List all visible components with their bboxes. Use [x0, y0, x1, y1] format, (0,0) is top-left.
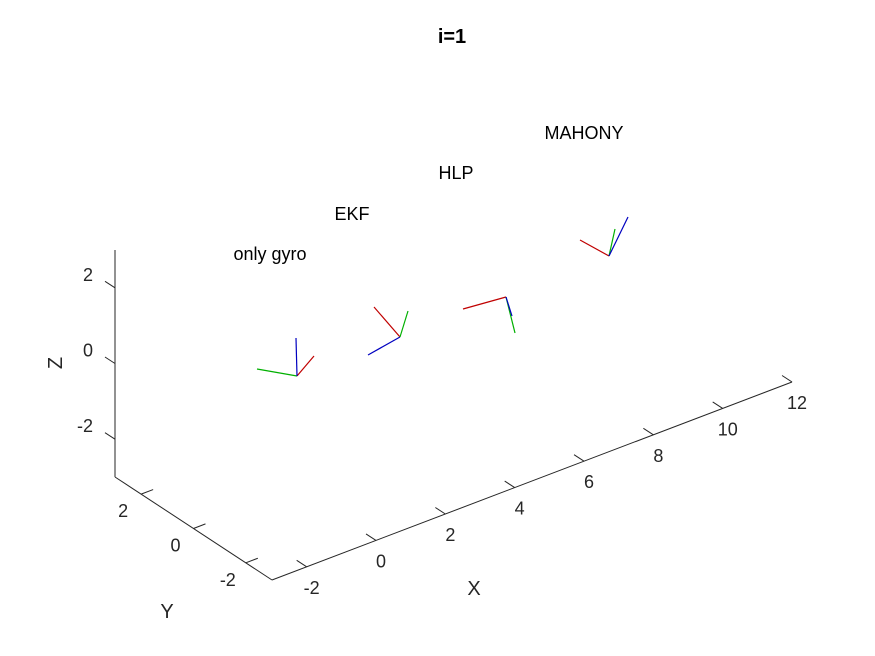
frame-y-axis	[256, 368, 298, 377]
z-tick-label: 0	[83, 340, 93, 360]
frame-label: only gyro	[233, 244, 306, 264]
x-tick-mark	[573, 454, 585, 462]
y-tick-label: -2	[220, 570, 236, 590]
z-ticks: -2 0 2	[77, 265, 116, 440]
x-ticks: -2 0 2 4 6 8 10 12	[296, 375, 807, 598]
frame-x-axis	[579, 239, 610, 257]
y-tick-mark	[245, 557, 259, 564]
x-tick-mark	[712, 401, 723, 409]
frame-label: HLP	[438, 163, 473, 183]
frame-x-axis	[296, 355, 315, 377]
z-tick-mark	[104, 356, 116, 364]
x-tick-label: 10	[718, 419, 738, 439]
z-tick-mark	[104, 280, 116, 289]
coordinate-frames: only gyro EKF HLP MAHONY	[233, 123, 629, 377]
frame-z-axis	[505, 296, 513, 317]
z-tick-label: 2	[83, 265, 93, 285]
x-tick-label: 4	[515, 499, 525, 519]
frame-z-axis	[608, 216, 629, 257]
x-tick-mark	[504, 480, 515, 489]
x-tick-label: -2	[304, 578, 320, 598]
frame-label: MAHONY	[544, 123, 623, 143]
y-axis-label: Y	[160, 601, 173, 623]
y-tick-label: 0	[170, 535, 180, 555]
x-tick-label: 0	[376, 551, 386, 571]
frame-x-axis	[462, 296, 507, 310]
chart-title: i=1	[438, 26, 466, 48]
x-tick-label: 6	[584, 472, 594, 492]
x-tick-mark	[435, 507, 446, 515]
x-tick-mark	[781, 375, 793, 383]
frame-ekf: EKF	[334, 204, 409, 356]
x-tick-label: 2	[445, 525, 455, 545]
x-axis-label: X	[467, 578, 480, 600]
frame-x-axis	[373, 306, 401, 338]
frame-z-axis	[367, 336, 401, 356]
frame-only-gyro: only gyro	[233, 244, 315, 377]
x-tick-mark	[365, 533, 377, 541]
frame-mahony: MAHONY	[544, 123, 629, 257]
frame-y-axis	[608, 228, 616, 257]
frame-y-axis	[399, 310, 409, 338]
y-tick-mark	[193, 523, 206, 529]
x-tick-label: 12	[787, 393, 807, 413]
x-tick-label: 8	[653, 446, 663, 466]
x-axis-line	[271, 381, 793, 581]
y-ticks: -2 0 2	[118, 489, 259, 590]
x-tick-mark	[643, 427, 654, 436]
frame-z-axis	[295, 337, 298, 377]
z-tick-label: -2	[77, 416, 93, 436]
z-axis-label: Z	[45, 357, 67, 369]
frame-label: EKF	[334, 204, 369, 224]
y-tick-mark	[140, 489, 154, 495]
x-tick-mark	[296, 559, 307, 568]
y-tick-label: 2	[118, 501, 128, 521]
z-tick-mark	[104, 432, 116, 440]
frame-hlp: HLP	[438, 163, 516, 334]
